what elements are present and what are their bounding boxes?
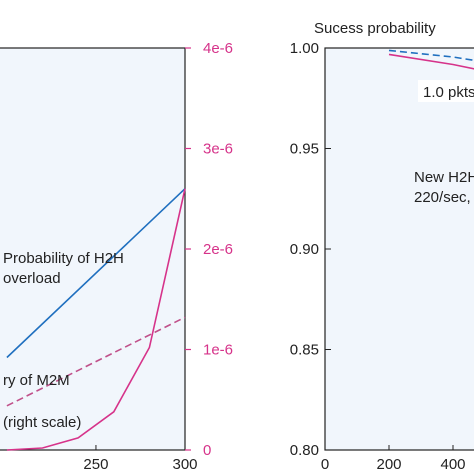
h2h-overload-label-line1: Probability of H2H [3, 250, 124, 267]
left-right-ticks: 0 1e-6 2e-6 3e-6 4e-6 [185, 40, 233, 459]
pkts-label-background [418, 80, 474, 102]
left-x-tick-label: 250 [83, 456, 108, 473]
right-x-tick-label: 0 [321, 456, 329, 473]
left-series-group [6, 188, 186, 451]
right-axis-tick-label: 4e-6 [203, 40, 233, 57]
pkts-label: 1.0 pkts [423, 84, 474, 101]
right-y-tick-label: 0.90 [290, 241, 319, 258]
m2m-label-line1: ry of M2M [3, 372, 70, 389]
right-chart: Sucess probability 0.800.850.900.951.00 … [290, 20, 474, 473]
new-h2h-label-line2: 220/sec, [414, 189, 471, 206]
right-x-tick-label: 400 [440, 456, 465, 473]
right-plot-background [324, 47, 474, 451]
right-y-ticks: 0.80 0.85 0.90 0.95 1.00 [290, 40, 331, 459]
right-y-tick-label: 1.00 [290, 40, 319, 57]
right-y-tick-label: 0.95 [290, 141, 319, 158]
left-series-0-line [6, 188, 186, 359]
right-x-ticks: 0 200 400 [321, 445, 466, 473]
right-x-tick-label: 200 [376, 456, 401, 473]
right-axis-tick-label: 3e-6 [203, 141, 233, 158]
left-plot-background [0, 47, 186, 451]
left-x-ticks: 250 300 [83, 445, 198, 473]
left-chart: 250 300 0 1e-6 2e-6 3e-6 4e-6 Probability of … [0, 40, 233, 473]
right-axis-tick-label: 1e-6 [203, 342, 233, 359]
m2m-label-line2: (right scale) [3, 414, 81, 431]
left-series-1-line [6, 316, 186, 407]
right-y-tick-label: 0.80 [290, 442, 319, 459]
left-series-2-line [6, 188, 186, 451]
new-h2h-label-line1: New H2H [414, 169, 474, 186]
h2h-overload-label-line2: overload [3, 270, 61, 287]
right-y-tick-label: 0.85 [290, 342, 319, 359]
right-axis-tick-label: 0 [203, 442, 211, 459]
right-series-1-line [388, 53, 474, 70]
left-x-tick-label: 300 [172, 456, 197, 473]
right-chart-title: Sucess probability [314, 20, 436, 37]
right-series-group [388, 49, 474, 70]
right-axis-tick-label: 2e-6 [203, 241, 233, 258]
